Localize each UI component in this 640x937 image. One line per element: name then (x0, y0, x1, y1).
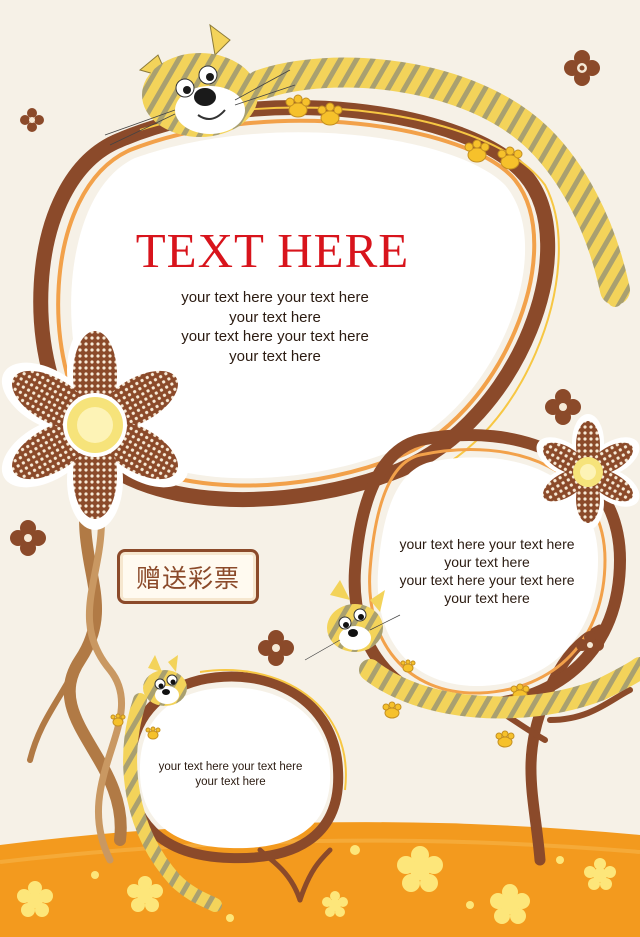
ground-flowers (17, 845, 616, 924)
main-text-line: your text here your text here (181, 289, 369, 306)
brown-mini-flowers (10, 50, 604, 666)
lottery-badge-label: 赠送彩票 (135, 563, 240, 593)
right-text-line: your text here (444, 590, 530, 606)
left-tree (27, 474, 127, 864)
main-title: TEXT HERE (135, 223, 410, 278)
small-text-line: your text here (195, 776, 266, 788)
right-text-line: your text here your text here (399, 536, 575, 552)
cat-paws (110, 94, 530, 748)
main-text-line: your text here (229, 347, 321, 365)
small-flower (536, 414, 640, 530)
right-bubble-text: your text here your text here your text … (372, 535, 602, 607)
right-cat (304, 580, 640, 719)
main-bubble-text: your text here your text here your text … (140, 288, 410, 366)
small-bubble-text: your text here your text here your text … (138, 760, 323, 790)
top-cat (104, 23, 630, 307)
big-flower (1, 320, 189, 530)
small-cat (123, 655, 222, 912)
main-text-line: your text here (229, 308, 321, 326)
orange-ground (0, 822, 640, 937)
right-text-line: your text here your text here (399, 572, 575, 588)
right-text-line: your text here (444, 554, 530, 570)
main-text-line: your text here your text here (181, 328, 369, 345)
lottery-badge: 赠送彩票 (117, 549, 259, 604)
small-text-line: your text here your text here (158, 761, 303, 773)
